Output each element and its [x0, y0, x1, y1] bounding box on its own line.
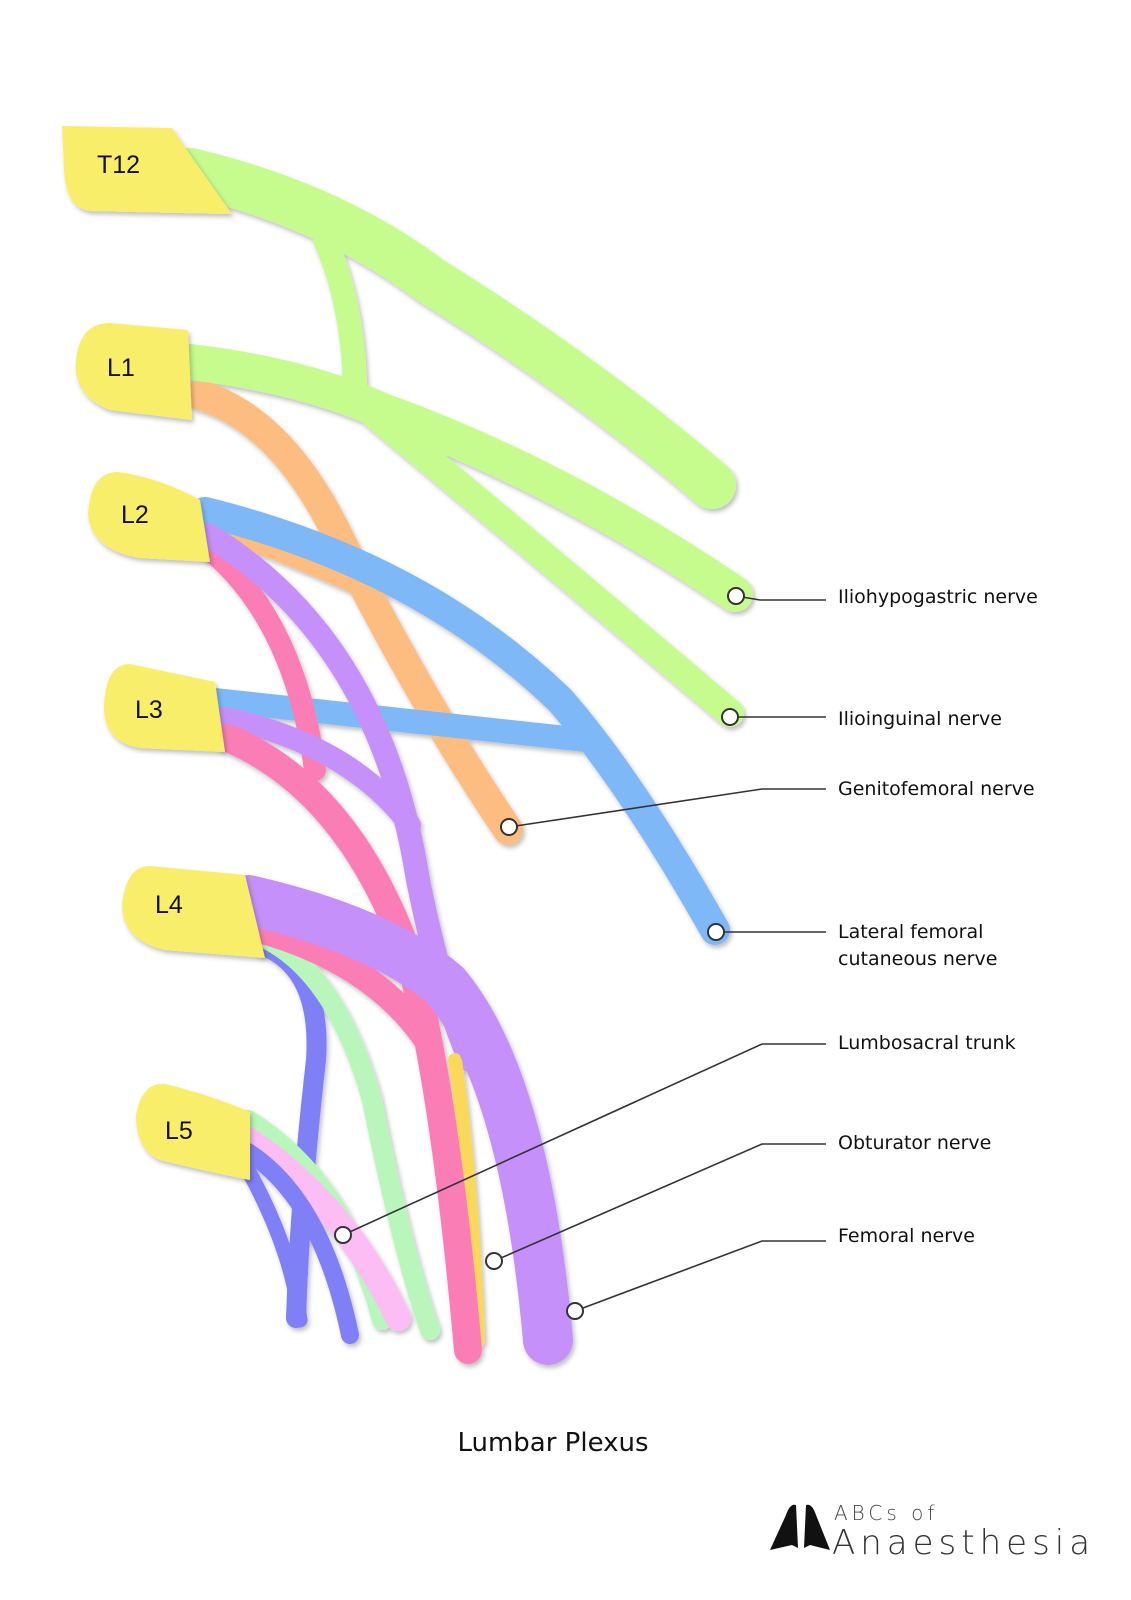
root-label-l4: L4 [155, 891, 183, 919]
l4-lumbosacral-mint [248, 925, 440, 1340]
femoral-nerve [223, 875, 573, 1365]
marker-ilioinguinal [721, 708, 739, 726]
lateral-femoral-cutaneous-nerve [190, 497, 730, 945]
l5-indigo-a [239, 1143, 359, 1344]
marker-lateral-femoral [707, 923, 725, 941]
root-label-l3: L3 [135, 696, 163, 724]
logo: ABCs of Anaesthesia [770, 1501, 1095, 1563]
root-l1 [75, 323, 192, 420]
l4-obturator-branch [239, 915, 443, 1058]
lungs-logo-icon [770, 1504, 830, 1550]
marker-femoral [566, 1302, 584, 1320]
root-l5 [136, 1083, 250, 1180]
root-l4 [122, 866, 265, 958]
root-label-l5: L5 [165, 1117, 193, 1145]
diagram-title: Lumbar Plexus [457, 1428, 648, 1458]
label-femoral: Femoral nerve [838, 1225, 975, 1247]
label-lateral-femoral-1: Lateral femoral [838, 921, 983, 943]
label-lumbosacral: Lumbosacral trunk [838, 1032, 1016, 1054]
t12-l1-branch [313, 228, 367, 397]
label-lateral-femoral-2: cutaneous nerve [838, 948, 997, 970]
l3-lateral-femoral-branch [203, 688, 597, 752]
marker-iliohypogastric [727, 587, 745, 605]
l2-obturator-branch [197, 537, 326, 781]
l5-indigo-b [240, 1162, 308, 1328]
label-iliohypogastric: Iliohypogastric nerve [838, 586, 1038, 608]
root-l3 [103, 664, 225, 752]
marker-lumbosacral [334, 1226, 352, 1244]
ilioinguinal-nerve [361, 401, 744, 727]
root-t12 [62, 126, 232, 214]
iliohypogastric-nerve [172, 344, 753, 612]
root-label-l2: L2 [121, 501, 149, 529]
root-label-t12: T12 [97, 151, 140, 179]
label-ilioinguinal: Ilioinguinal nerve [838, 708, 1002, 730]
label-genitofemoral: Genitofemoral nerve [838, 778, 1035, 800]
t12-trunk [166, 148, 736, 509]
leader-lines [334, 587, 826, 1320]
label-obturator: Obturator nerve [838, 1132, 991, 1154]
root-label-l1: L1 [107, 354, 135, 382]
root-l2 [88, 472, 210, 562]
marker-obturator [485, 1252, 503, 1270]
logo-text-anaesthesia: Anaesthesia [832, 1523, 1095, 1563]
l5-light-pink [235, 1127, 411, 1331]
marker-genitofemoral [500, 818, 518, 836]
logo-text-abcs: ABCs of [834, 1501, 938, 1525]
